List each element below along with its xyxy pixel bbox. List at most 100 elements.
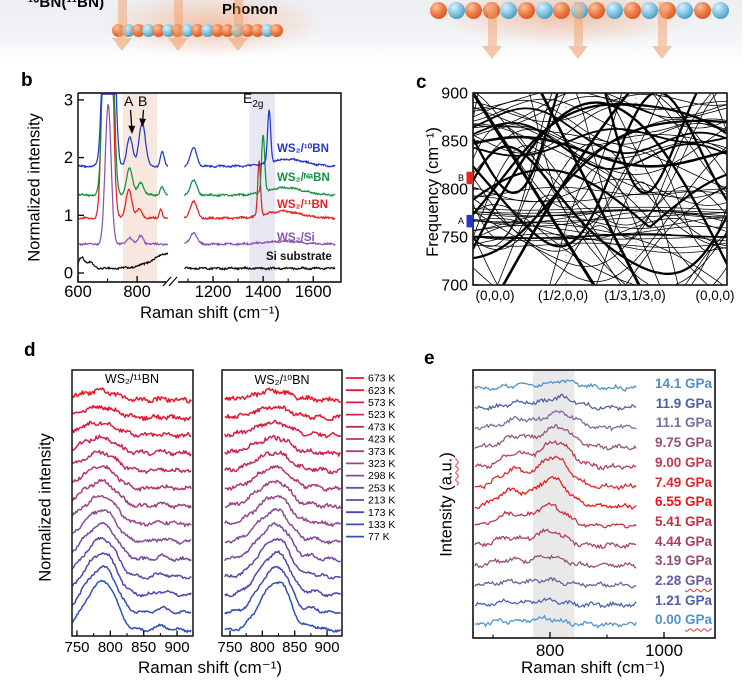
y-tick-label: 750 [441, 230, 468, 247]
boron-atom [131, 23, 145, 37]
panel-e-plot: 800 1000 [472, 369, 716, 660]
panel-e-letter: e [424, 348, 435, 369]
legend-temperature-label: 523 K [368, 409, 395, 421]
panel-a-schematic: ¹⁰BN(¹¹BN) Phonon [0, 0, 742, 59]
phonon-band [473, 99, 727, 145]
x-tick-label: 600 [64, 283, 92, 300]
y-tick-label: 800 [441, 182, 468, 199]
phonon-band [473, 145, 727, 285]
shaded-band [532, 371, 575, 637]
phonon-band [625, 187, 727, 285]
boron-atom [151, 23, 165, 37]
nitrogen-atom [260, 23, 274, 37]
pressure-curve [474, 528, 637, 550]
peak-annotation-a: A [124, 93, 134, 109]
phonon-band [473, 210, 727, 227]
boron-atom [623, 1, 641, 19]
phonon-arrow-shaft [233, 0, 243, 38]
temperature-curve [72, 579, 192, 633]
phonon-band [473, 146, 727, 283]
raman-curve [78, 252, 169, 271]
temperature-curve [72, 434, 192, 457]
boron-atom [588, 1, 606, 19]
temperature-curve [224, 565, 341, 615]
phonon-band [473, 225, 727, 285]
phonon-band [473, 242, 727, 248]
k-point-label: (1/2,0,0) [538, 288, 588, 303]
panel-d-right-title: WS₂/¹⁰BN [254, 373, 310, 387]
temperature-curve [72, 449, 192, 474]
curve-label: WS₂/ᴺᵃBN [277, 172, 330, 184]
x-tick-label: 1200 [195, 283, 232, 300]
x-tick-label: 900 [165, 639, 190, 656]
temperature-curve [72, 387, 192, 404]
x-tick-label: 800 [250, 639, 275, 656]
curve-label: WS₂/Si [277, 232, 315, 244]
curve-label: Si substrate [266, 251, 332, 263]
shaded-band [122, 94, 158, 281]
temperature-curve [224, 419, 342, 439]
panel-e-xlabel: Raman shift (cm⁻¹) [520, 658, 666, 677]
temperature-curve [72, 465, 192, 492]
phonon-band [473, 93, 727, 122]
pressure-curve [474, 439, 637, 471]
pressure-curve [474, 455, 637, 491]
phonon-band [473, 93, 727, 127]
nitrogen-atom [641, 1, 659, 19]
panel-b-letter: b [21, 70, 33, 91]
phonon-band [652, 93, 727, 193]
phonon-band [540, 93, 641, 285]
phonon-band [473, 93, 727, 247]
pressure-curve [474, 576, 637, 589]
x-tick-label: 750 [217, 639, 242, 656]
plot-frame [221, 369, 343, 637]
phonon-band [502, 93, 630, 285]
temperature-curve [72, 509, 192, 545]
temperature-curve [72, 552, 192, 598]
temperature-curve [72, 404, 192, 422]
temperature-curve [224, 537, 341, 580]
legend-temperature-label: 323 K [368, 458, 395, 470]
nitrogen-atom [500, 1, 518, 19]
phonon-band [473, 93, 727, 110]
phonon-arrow-head [652, 46, 672, 59]
phonon-arrow-shaft [173, 0, 183, 38]
pressure-label: 9.75 GPa [654, 435, 712, 451]
temperature-curve [72, 536, 192, 580]
x-tick-label: 1000 [645, 641, 683, 660]
pressure-curve [474, 502, 637, 529]
phonon-arrow-shaft [117, 0, 127, 38]
pressure-curve [474, 423, 637, 451]
nitrogen-atom [711, 1, 729, 19]
boron-atom [465, 1, 483, 19]
phonon-band [473, 145, 727, 275]
pressure-label: 2.28 GPa [654, 573, 712, 588]
k-point-label: (1/3,1/3,0) [604, 288, 666, 303]
boron-atom [211, 23, 224, 37]
x-tick-label: 800 [536, 641, 564, 660]
phonon-band [473, 181, 679, 285]
x-tick-label: 850 [282, 639, 307, 656]
phonon-arrow-head [482, 46, 502, 59]
phonon-band [473, 98, 727, 134]
temperature-curve [72, 420, 192, 439]
pressure-label: 11.1 GPa [655, 415, 712, 431]
panel-c-plot: 700 750 800 850 900 (0,0,0) (1/2,0,0) (1/3,1/3,… [441, 86, 734, 304]
pressure-curve [474, 554, 637, 569]
y-tick-label: 850 [441, 134, 468, 151]
axis-break [162, 276, 178, 287]
legend-temperature-label: 423 K [368, 434, 395, 446]
boron-atom [694, 1, 711, 19]
phonon-arrow-head [568, 46, 588, 59]
temperature-curve [224, 581, 342, 633]
annotation-arrow [129, 109, 133, 129]
phonon-band [497, 194, 622, 285]
raman-curve [183, 160, 336, 221]
y-tick-label: 1 [64, 207, 73, 225]
nitrogen-atom [447, 1, 465, 19]
legend-temperature-label: 373 K [368, 446, 395, 458]
phonon-band [473, 212, 727, 223]
legend-temperature-label: 673 K [368, 373, 395, 385]
panel-d-ylabel: Normalized intensity [36, 433, 55, 582]
